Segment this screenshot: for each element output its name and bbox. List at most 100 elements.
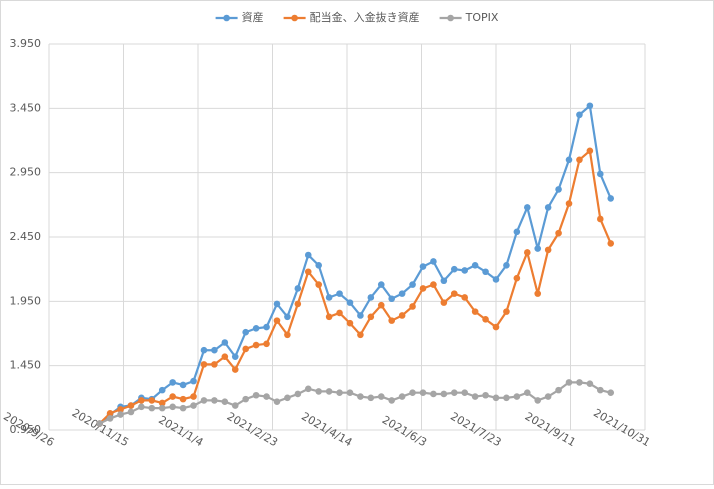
data-point [304,385,312,393]
data-point [377,281,385,288]
data-point [190,377,197,385]
data-point [576,156,583,164]
y-tick-label: 2.450 [10,230,42,243]
data-point [586,147,594,155]
data-point [471,393,479,400]
data-point [179,395,187,403]
data-point [544,204,552,211]
data-point [450,265,458,273]
data-point [221,339,229,346]
data-point [336,309,343,317]
data-point [576,111,583,119]
data-point [284,331,291,339]
legend-item: 資産 [215,11,264,24]
data-point [461,389,469,396]
data-point [315,388,322,395]
data-point [117,406,124,413]
data-point [273,398,281,405]
data-point [430,281,437,288]
data-point [513,393,521,400]
data-point [513,228,521,236]
y-tick-label: 2.950 [10,166,42,179]
data-point [367,294,375,301]
data-point [534,290,542,297]
data-point [450,389,458,396]
data-point [419,285,427,292]
data-point [169,379,176,386]
data-point [597,170,604,178]
legend-label: 配当金、入金抜き資産 [310,10,420,24]
data-point [419,389,427,396]
data-point [315,281,322,288]
data-point [565,379,573,386]
data-point [419,263,427,270]
data-point [117,411,124,418]
data-point [367,313,375,321]
data-point [409,281,416,288]
data-point [523,204,531,211]
data-point [409,303,416,310]
data-point [263,323,270,331]
data-point [263,340,270,348]
data-point [492,394,500,402]
data-point [200,361,208,368]
data-point [346,319,354,327]
data-point [190,402,197,409]
data-point [607,240,615,247]
legend-marker [223,14,230,22]
data-point [492,276,500,283]
data-point [325,313,333,321]
data-point [127,402,135,409]
data-point [169,403,176,411]
data-point [106,415,114,422]
data-point [211,361,218,368]
data-point [398,393,406,400]
data-point [503,394,510,402]
data-point [597,386,604,394]
data-point [294,300,302,308]
data-point [211,346,218,354]
data-point [377,393,385,400]
data-point [503,262,510,269]
data-point [242,328,249,336]
data-point [200,346,208,354]
data-point [430,258,437,265]
data-point [471,262,479,269]
data-point [221,398,229,405]
data-point [534,245,542,252]
data-point [357,331,364,339]
data-point [325,388,333,395]
y-tick-label: 0.950 [10,423,42,436]
data-point [576,379,583,386]
data-point [346,299,354,306]
data-point [169,393,176,400]
data-point [388,397,396,404]
data-point [440,390,448,398]
data-point [325,294,333,301]
legend-label: 資産 [242,11,264,24]
data-point [398,290,406,297]
data-point [503,308,510,315]
data-point [179,404,187,412]
data-point [346,389,354,396]
data-point [263,393,270,400]
data-point [231,402,239,409]
data-point [252,391,260,399]
data-point [586,102,594,110]
data-point [190,393,197,400]
data-point [211,397,218,404]
data-point [221,353,229,360]
data-point [242,395,249,403]
data-point [388,317,396,324]
data-point [273,317,281,324]
data-point [158,399,166,407]
data-point [357,312,364,319]
data-point [555,186,562,193]
data-point [273,300,281,308]
data-point [148,397,156,404]
y-tick-label: 3.450 [10,101,42,114]
data-point [231,353,239,360]
legend-label: TOPIX [465,11,499,24]
data-point [367,394,375,402]
